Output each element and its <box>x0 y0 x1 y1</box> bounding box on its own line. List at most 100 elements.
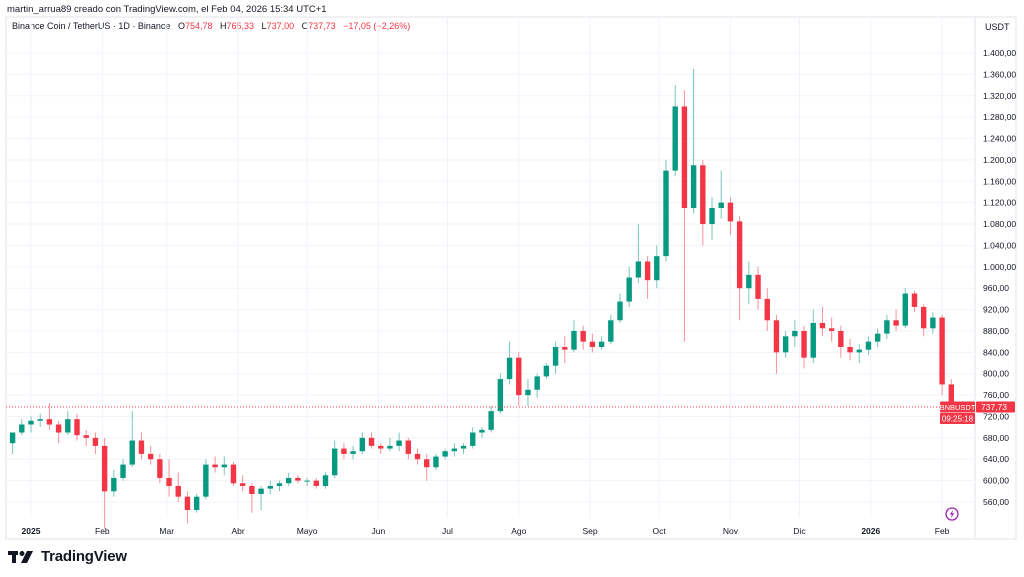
candle-body <box>819 322 826 329</box>
time-tick-label: Jun <box>372 526 386 536</box>
candle-body <box>203 464 209 497</box>
candle-body <box>65 419 71 433</box>
candle-body <box>608 320 614 342</box>
candle-body <box>884 320 890 334</box>
candle-body <box>120 464 126 478</box>
symbol-tag <box>940 401 975 413</box>
time-tick-label: Jul <box>442 526 453 536</box>
candle-body <box>617 301 623 321</box>
candle-body <box>635 261 642 278</box>
price-tick-label: 880,00 <box>983 326 1009 336</box>
price-tick-label: 800,00 <box>983 369 1009 379</box>
candle-body <box>378 445 384 449</box>
candle-body <box>792 330 798 337</box>
candle-body <box>589 341 596 347</box>
price-tick-label: 640,00 <box>983 454 1009 464</box>
candle-body <box>736 221 743 289</box>
high-label: H <box>220 21 227 31</box>
candle-body <box>681 106 688 209</box>
candle-body <box>847 346 853 353</box>
candle-body <box>147 453 154 460</box>
chart-caption: martin_arrua89 creado con TradingView.co… <box>7 4 327 15</box>
price-tick-label: 920,00 <box>983 305 1009 315</box>
candle-body <box>801 330 807 358</box>
price-tick-label: 600,00 <box>983 476 1009 486</box>
candle-body <box>856 349 862 353</box>
symbol-title[interactable]: Binance Coin / TetherUS · 1D · Binance <box>12 21 171 31</box>
time-tick-label: 2026 <box>861 526 880 536</box>
time-tick-label: Sep <box>583 526 598 536</box>
candle-body <box>92 437 99 446</box>
candle-body <box>580 330 586 342</box>
candle-body <box>470 432 476 446</box>
tradingview-logo[interactable]: TradingView <box>8 548 127 565</box>
price-tick-label: 1.160,00 <box>983 176 1016 186</box>
candle-body <box>773 320 780 353</box>
last-price-tag <box>976 401 1015 413</box>
candle-body <box>55 424 62 433</box>
candle-body <box>930 317 936 329</box>
candle-body <box>175 485 181 497</box>
candle-body <box>911 293 918 307</box>
candle-body <box>506 357 513 380</box>
price-tick-label: 1.280,00 <box>983 112 1016 122</box>
price-tick-label: 1.400,00 <box>983 48 1016 58</box>
price-tick-label: 720,00 <box>983 411 1009 421</box>
candle-body <box>433 456 439 468</box>
candle-body <box>313 480 319 486</box>
candle-body <box>387 445 393 449</box>
candle-body <box>598 341 605 347</box>
candle-body <box>874 333 881 342</box>
candle-body <box>19 424 25 433</box>
candle-body <box>322 475 329 486</box>
candle-body <box>350 451 356 454</box>
open-value: 754,78 <box>184 21 213 31</box>
candle-body <box>276 483 283 486</box>
candle-body <box>828 328 835 331</box>
candle-body <box>534 376 540 390</box>
candle-body <box>552 346 559 366</box>
candle-body <box>28 420 34 425</box>
candle-body <box>101 445 108 492</box>
tradingview-logo-icon <box>8 550 33 563</box>
close-value: 737,73 <box>308 21 336 31</box>
candle-body <box>304 480 310 482</box>
candle-body <box>654 256 660 281</box>
time-tick-label: Abr <box>231 526 244 536</box>
candle-body <box>755 274 761 299</box>
lightning-bolt-glyph <box>949 510 955 518</box>
candle-body <box>193 496 200 511</box>
candle-body <box>285 477 292 484</box>
time-tick-label: Feb <box>935 526 950 536</box>
candle-body <box>424 459 430 468</box>
currency-label[interactable]: USDT <box>985 22 1010 32</box>
candle-body <box>939 317 945 385</box>
candle-body <box>258 488 264 494</box>
candle-body <box>37 419 43 421</box>
candle-body <box>405 440 412 454</box>
candle-body <box>451 448 458 452</box>
candle-body <box>571 330 577 350</box>
candle-body <box>295 477 301 481</box>
candle-body <box>893 320 899 326</box>
countdown-label: 09:25:18 <box>942 415 974 424</box>
candle-body <box>239 483 246 486</box>
candle-body <box>221 464 227 468</box>
price-tick-label: 960,00 <box>983 283 1009 293</box>
candle-body <box>184 496 191 511</box>
candle-body <box>368 437 375 446</box>
time-tick-label: Mayo <box>297 526 318 536</box>
symbol-tag-label: BNBUSDT <box>940 403 976 412</box>
candle-body <box>249 485 255 494</box>
price-tick-label: 1.320,00 <box>983 91 1016 101</box>
candle-body <box>129 440 135 465</box>
candle-body <box>46 419 53 425</box>
candle-body <box>138 440 145 454</box>
time-tick-label: Oct <box>652 526 666 536</box>
last-price-label: 737,73 <box>981 402 1007 412</box>
candle-body <box>442 451 448 457</box>
time-tick-label: Feb <box>95 526 110 536</box>
time-tick-label: Ago <box>511 526 526 536</box>
price-tick-label: 1.080,00 <box>983 219 1016 229</box>
